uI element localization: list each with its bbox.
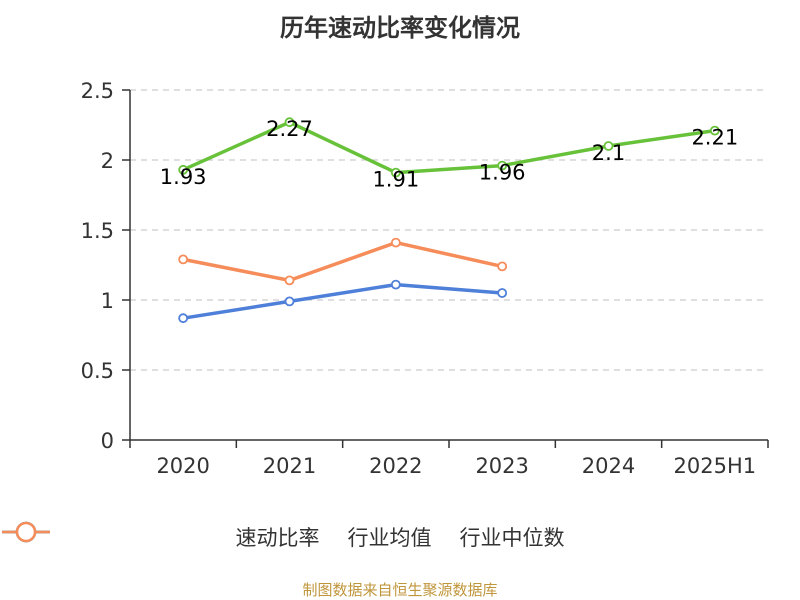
x-tick-label: 2024 [582,454,635,478]
data-point [390,237,401,248]
data-point [709,125,720,136]
chart-title: 历年速动比率变化情况 [280,14,520,42]
data-point [178,164,189,175]
data-point [284,117,295,128]
y-tick-label: 0 [101,429,114,453]
series-line [182,240,503,283]
legend-label: 速动比率 [235,526,320,550]
legend-item[interactable]: 行业均值 [2,521,432,552]
x-tick-label: 2020 [156,454,209,478]
data-point [390,279,401,290]
x-tick-label: 2022 [369,454,422,478]
data-point [603,141,614,151]
data-point [497,288,508,298]
data-point [497,160,508,171]
legend-label: 行业均值 [347,526,432,550]
y-tick-label: 2.5 [81,79,114,103]
data-label: 2.21 [691,126,738,150]
legend: 速动比率 行业均值 行业中位数 [0,520,800,554]
data-point [497,261,508,272]
legend-label: 行业中位数 [459,526,565,550]
legend-line-circle-icon [2,521,50,543]
data-point [284,296,295,307]
data-point [178,313,189,324]
x-tick-label: 2023 [475,454,528,478]
y-tick-label: 1 [101,289,114,313]
series-line [182,282,503,320]
legend-item[interactable]: 行业中位数 [2,521,565,552]
data-label: 1.93 [160,165,207,189]
y-tick-label: 0.5 [81,359,114,383]
y-tick-label: 2 [101,149,114,173]
x-tick-label: 2025H1 [674,454,757,478]
x-tick-label: 2021 [263,454,316,478]
source-note: 制图数据来自恒生聚源数据库 [302,581,498,599]
data-label: 2.1 [592,141,625,165]
legend-item[interactable]: 速动比率 [2,521,320,552]
data-label: 1.96 [479,161,526,185]
series-line [182,120,716,175]
data-point [178,254,189,265]
data-point [284,275,295,286]
data-point [390,167,401,178]
data-label: 1.91 [372,168,419,192]
data-label: 2.27 [266,117,313,141]
y-tick-label: 1.5 [81,219,114,243]
